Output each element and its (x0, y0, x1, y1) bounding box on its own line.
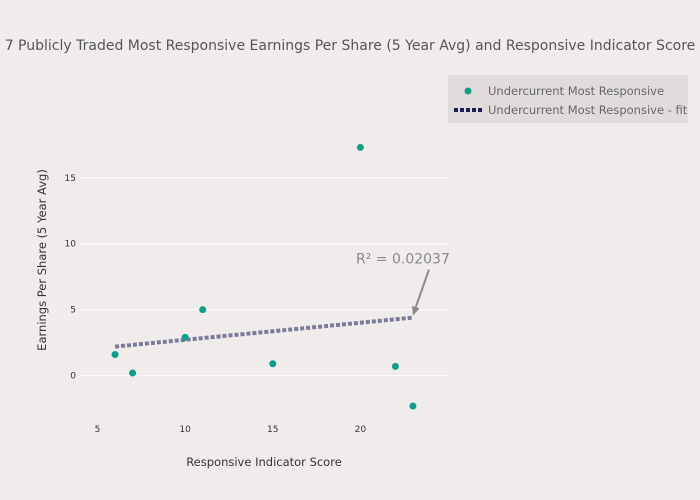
legend-item-points[interactable]: Undercurrent Most Responsive (464, 84, 665, 98)
y-axis-title: Earnings Per Share (5 Year Avg) (35, 169, 49, 351)
y-tick-labels: 0 5 10 15 (65, 174, 77, 382)
gridlines (80, 177, 448, 377)
data-point[interactable] (199, 306, 207, 314)
r-squared-annotation: R² = 0.02037 (356, 252, 450, 316)
annotation-arrowhead (412, 305, 420, 316)
x-tick-labels: 5 10 15 20 (95, 425, 367, 435)
x-tick-label: 20 (355, 425, 367, 435)
legend-marker-points (464, 87, 472, 95)
legend-label-fit: Undercurrent Most Responsive - fit (488, 103, 688, 117)
x-axis-title: Responsive Indicator Score (186, 455, 342, 469)
legend: Undercurrent Most Responsive Undercurren… (448, 75, 688, 123)
data-point[interactable] (129, 369, 137, 377)
legend-item-fit[interactable]: Undercurrent Most Responsive - fit (454, 103, 688, 117)
data-points (111, 143, 417, 410)
fit-lines (114, 315, 414, 349)
data-point[interactable] (409, 402, 417, 410)
annotation-text: R² = 0.02037 (356, 252, 450, 268)
legend-label-points: Undercurrent Most Responsive (488, 84, 664, 98)
x-tick-label: 5 (95, 425, 101, 435)
x-tick-label: 15 (267, 425, 278, 435)
legend-background (448, 75, 688, 123)
data-point[interactable] (391, 362, 399, 370)
data-point[interactable] (181, 333, 189, 341)
data-point[interactable] (111, 351, 119, 359)
fit-line (114, 315, 414, 349)
x-tick-label: 10 (179, 425, 191, 435)
y-tick-label: 0 (70, 372, 76, 382)
data-point[interactable] (356, 143, 364, 151)
chart-title: 7 Publicly Traded Most Responsive Earnin… (5, 38, 696, 54)
y-tick-label: 5 (70, 306, 76, 316)
y-tick-label: 15 (65, 174, 76, 184)
y-tick-label: 10 (65, 240, 77, 250)
data-point[interactable] (269, 360, 277, 368)
annotation-arrow (414, 269, 430, 308)
